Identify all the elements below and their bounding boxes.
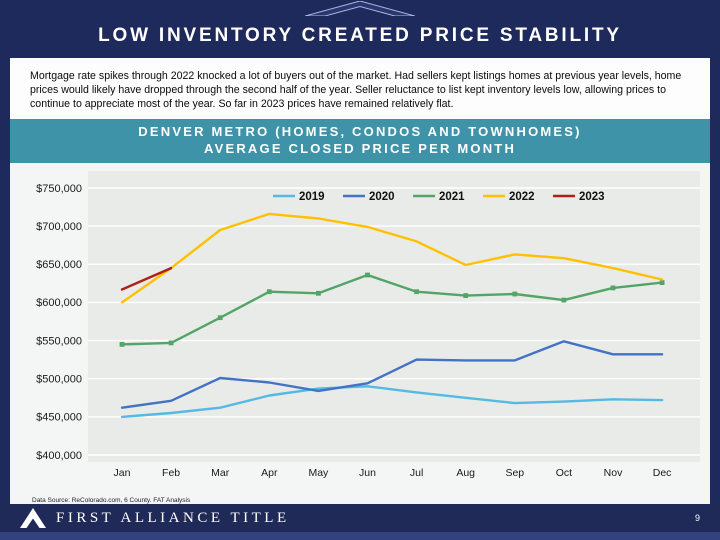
x-axis-tick-label: May	[308, 467, 329, 479]
x-axis-tick-label: Aug	[456, 467, 475, 479]
series-marker-2021	[512, 292, 518, 297]
chart-section: $400,000 $450,000 $500,000 $550,000 $600,000…	[10, 163, 710, 511]
series-line-2020	[120, 340, 664, 410]
series-line-2021	[120, 274, 664, 347]
y-axis-tick-label: $550,000	[36, 336, 82, 348]
x-axis-tick-label: Jun	[359, 467, 376, 479]
y-axis-tick-label: $600,000	[36, 298, 82, 310]
legend-label-2023: 2023	[579, 191, 605, 203]
x-axis-tick-label: Feb	[162, 467, 180, 479]
slide-title: LOW INVENTORY CREATED PRICE STABILITY	[98, 25, 622, 46]
x-axis-tick-label: Dec	[653, 467, 672, 479]
legend-label-2020: 2020	[369, 191, 395, 203]
x-axis-tick-label: Jan	[114, 467, 131, 479]
y-axis-tick-label: $650,000	[36, 260, 82, 272]
series-marker-2021	[168, 340, 174, 346]
series-marker-2021	[316, 291, 321, 297]
banner-line1: DENVER METRO (HOMES, CONDOS AND TOWNHOME…	[138, 124, 582, 140]
x-axis-tick-label: Jul	[410, 467, 423, 479]
slide-body: Mortgage rate spikes through 2022 knocke…	[10, 58, 710, 511]
series-marker-2021	[561, 298, 567, 303]
plot-area	[88, 171, 700, 463]
series-marker-2021	[365, 273, 370, 278]
data-source-note: Data Source: ReColorado.com, 6 County. F…	[32, 497, 191, 505]
first-alliance-logo-icon	[20, 508, 46, 528]
banner-line2: AVERAGE CLOSED PRICE PER MONTH	[203, 140, 517, 156]
series-marker-2021	[266, 289, 272, 295]
x-axis-tick-label: Mar	[211, 467, 230, 479]
series-marker-2021	[217, 315, 223, 321]
x-axis-tick-label: Oct	[556, 467, 572, 479]
x-axis-tick-label: Sep	[505, 467, 524, 479]
series-marker-2021	[414, 289, 419, 295]
slide-header: LOW INVENTORY CREATED PRICE STABILITY	[0, 0, 720, 58]
series-marker-2021	[610, 285, 616, 291]
series-line-2019	[120, 385, 664, 419]
slide-footer: FIRST ALLIANCE TITLE 9	[0, 504, 720, 540]
series-marker-2021	[659, 280, 665, 286]
series-marker-2021	[463, 293, 469, 299]
y-axis-tick-label: $700,000	[36, 221, 82, 233]
series-line-2022	[120, 213, 664, 305]
y-axis-tick-label: $450,000	[36, 412, 82, 424]
y-axis-tick-label: $750,000	[36, 183, 82, 195]
chart-banner: DENVER METRO (HOMES, CONDOS AND TOWNHOME…	[10, 119, 710, 164]
y-axis-tick-label: $500,000	[36, 374, 82, 386]
page-number: 9	[694, 513, 700, 523]
chevron-up-decoration-icon	[305, 1, 415, 16]
intro-paragraph: Mortgage rate spikes through 2022 knocke…	[30, 70, 682, 111]
series-line-2023	[120, 267, 173, 292]
legend-label-2022: 2022	[509, 191, 535, 203]
price-line-chart: $400,000 $450,000 $500,000 $550,000 $600,000…	[36, 171, 700, 479]
brand-name: FIRST ALLIANCE TITLE	[56, 509, 290, 526]
series-marker-2021	[119, 342, 125, 348]
legend-label-2019: 2019	[299, 191, 325, 203]
x-axis-tick-label: Nov	[604, 467, 623, 479]
x-axis-tick-label: Apr	[261, 467, 278, 479]
legend-label-2021: 2021	[439, 191, 465, 203]
y-axis-tick-label: $400,000	[36, 450, 82, 462]
